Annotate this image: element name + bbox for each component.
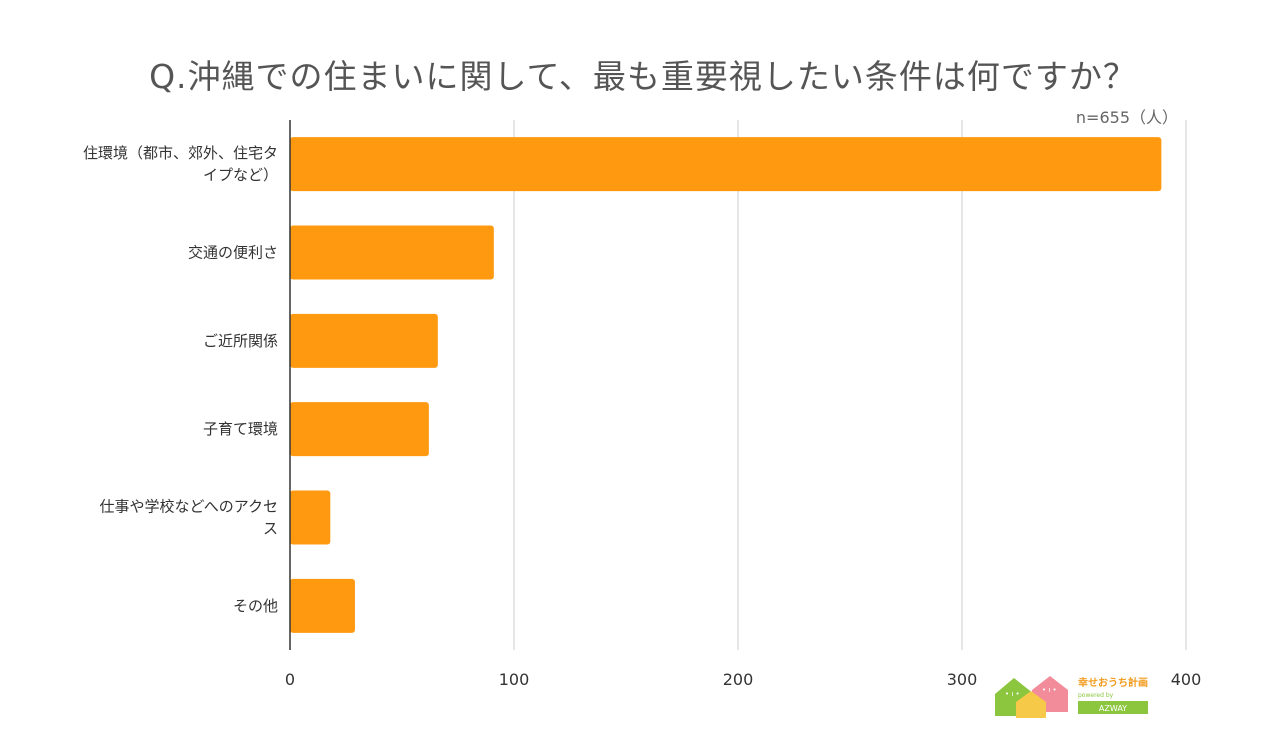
- svg-text:• ı •: • ı •: [1042, 686, 1057, 694]
- category-label: 交通の便利さ: [188, 244, 278, 262]
- sample-size-note: n=655（人）: [1075, 108, 1178, 127]
- x-tick-label: 100: [499, 670, 530, 689]
- azway-logo: • ı • • ı • 幸せおうち計画 powered by AZWAY: [995, 676, 1148, 718]
- house-yellow-icon: [1016, 691, 1046, 718]
- category-label: ご近所関係: [203, 332, 278, 350]
- x-tick-label: 400: [1171, 670, 1202, 689]
- bar: [290, 578, 355, 633]
- x-tick-label: 300: [947, 670, 978, 689]
- logo-text-main: 幸せおうち計画: [1078, 676, 1148, 689]
- category-label: 子育て環境: [203, 420, 278, 438]
- bar: [290, 402, 429, 457]
- bar: [290, 313, 438, 368]
- category-label: 住環境（都市、郊外、住宅タ: [83, 144, 278, 162]
- bar: [290, 137, 1162, 192]
- category-label: その他: [233, 597, 278, 615]
- category-label: 仕事や学校などへのアクセ: [99, 498, 278, 516]
- chart-title: Q.沖縄での住まいに関して、最も重要視したい条件は何ですか？: [149, 57, 1137, 96]
- logo-badge: [1078, 701, 1148, 714]
- logo-text-brand: AZWAY: [1099, 704, 1127, 713]
- category-label: ス: [263, 520, 278, 538]
- category-label: イプなど）: [203, 166, 278, 184]
- x-tick-label: 0: [285, 670, 295, 689]
- x-tick-label: 200: [723, 670, 754, 689]
- svg-text:• ı •: • ı •: [1005, 690, 1020, 698]
- bar: [290, 490, 331, 545]
- bar: [290, 225, 494, 280]
- logo-text-sub: powered by: [1078, 692, 1114, 699]
